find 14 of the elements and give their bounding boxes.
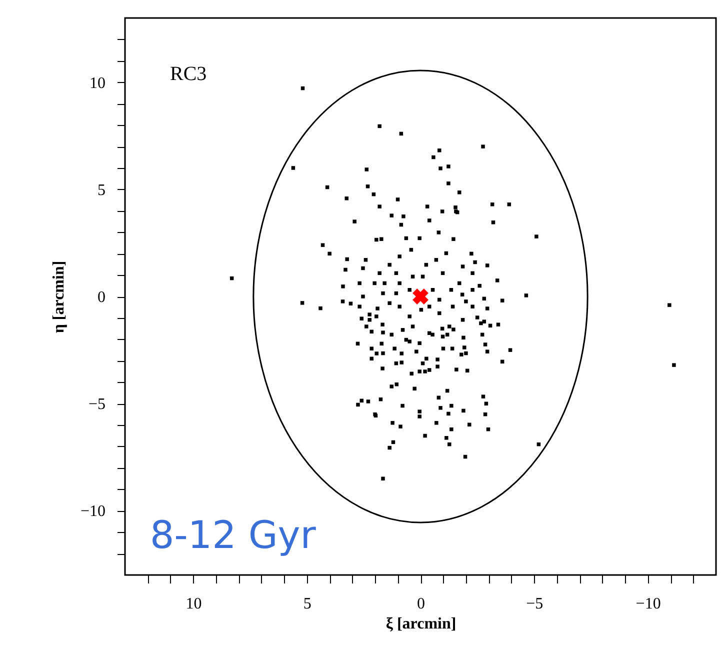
- x-tick-label: −10: [636, 596, 661, 612]
- x-tick-label: 10: [186, 596, 202, 612]
- x-axis-title: ξ [arcmin]: [386, 616, 456, 632]
- annotation: 8-12 Gyr: [150, 513, 316, 557]
- y-tick-label: −10: [80, 503, 106, 520]
- annotation: RC3: [170, 63, 207, 85]
- y-tick-label: 10: [90, 74, 106, 92]
- x-tick-label: 5: [303, 596, 312, 612]
- y-tick-label: 5: [98, 182, 106, 199]
- x-tick-label: 0: [417, 596, 425, 612]
- y-tick-label: 0: [98, 289, 106, 306]
- y-tick-label: −5: [88, 396, 106, 414]
- x-tick-label: −5: [526, 596, 544, 612]
- y-axis-title: η [arcmin]: [50, 260, 68, 334]
